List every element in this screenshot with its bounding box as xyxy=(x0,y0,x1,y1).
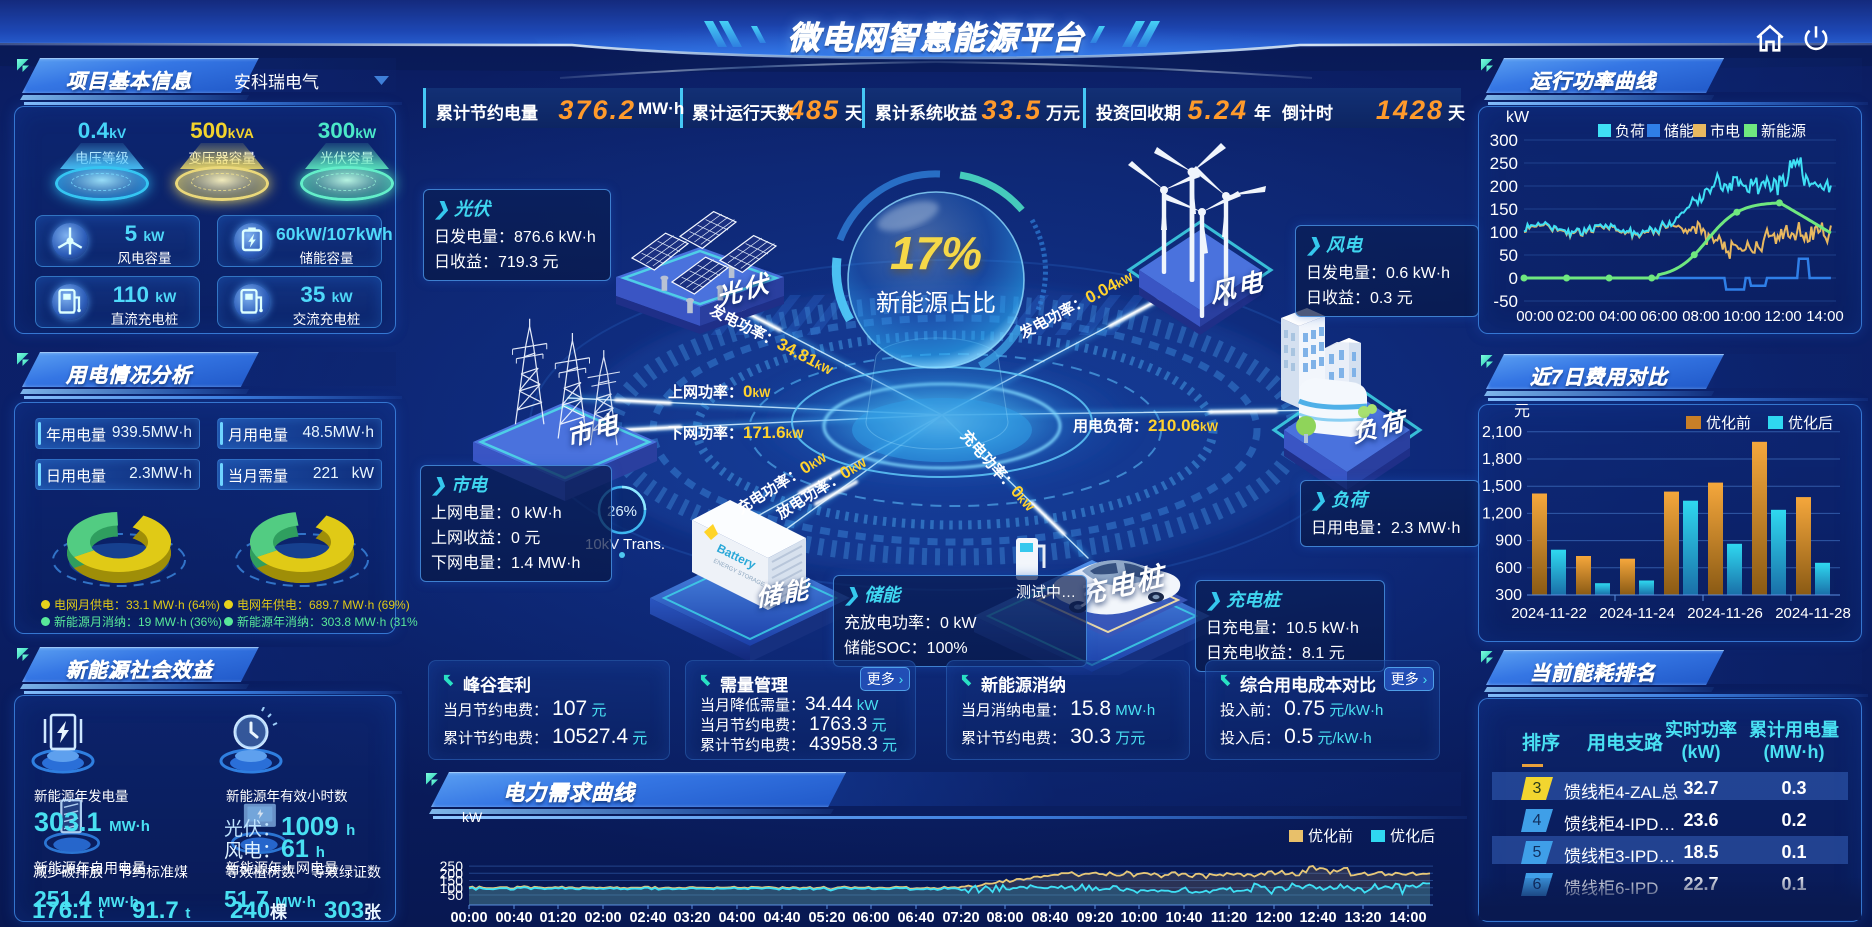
svg-text:50: 50 xyxy=(447,887,463,903)
svg-text:11:20: 11:20 xyxy=(1211,910,1247,926)
svg-text:50: 50 xyxy=(1499,246,1518,265)
svg-text:12:40: 12:40 xyxy=(1299,910,1336,926)
svg-text:2,100: 2,100 xyxy=(1482,424,1522,441)
svg-text:26%: 26% xyxy=(607,503,637,520)
svg-text:kW: kW xyxy=(462,812,483,825)
svg-text:1,800: 1,800 xyxy=(1482,451,1522,468)
svg-text:00:40: 00:40 xyxy=(495,910,532,926)
svg-text:10:00: 10:00 xyxy=(1120,910,1157,926)
svg-text:12:00: 12:00 xyxy=(1255,910,1292,926)
svg-text:100: 100 xyxy=(1490,223,1518,242)
svg-text:200: 200 xyxy=(1490,177,1518,196)
svg-text:0: 0 xyxy=(1509,269,1518,288)
svg-text:09:20: 09:20 xyxy=(1076,910,1113,926)
svg-text:01:20: 01:20 xyxy=(539,910,576,926)
svg-text:负荷: 负荷 xyxy=(1615,123,1645,140)
svg-text:12:00: 12:00 xyxy=(1764,308,1802,325)
svg-text:10:40: 10:40 xyxy=(1165,910,1202,926)
svg-text:2024-11-28: 2024-11-28 xyxy=(1775,605,1851,622)
svg-text:05:20: 05:20 xyxy=(808,910,845,926)
svg-text:100: 100 xyxy=(440,880,464,896)
svg-text:元: 元 xyxy=(1514,404,1530,420)
svg-text:600: 600 xyxy=(1495,560,1522,577)
svg-text:新能源: 新能源 xyxy=(1761,123,1806,140)
svg-text:10:00: 10:00 xyxy=(1723,308,1761,325)
svg-text:03:20: 03:20 xyxy=(673,910,710,926)
svg-text:08:00: 08:00 xyxy=(1682,308,1720,325)
svg-text:2024-11-22: 2024-11-22 xyxy=(1511,605,1587,622)
svg-text:14:00: 14:00 xyxy=(1806,308,1844,325)
svg-text:优化前: 优化前 xyxy=(1706,415,1751,432)
svg-text:150: 150 xyxy=(440,873,464,889)
svg-text:kW: kW xyxy=(1506,109,1530,126)
svg-text:1,500: 1,500 xyxy=(1482,478,1522,495)
svg-text:08:00: 08:00 xyxy=(986,910,1023,926)
svg-text:市电: 市电 xyxy=(1710,123,1740,140)
svg-text:900: 900 xyxy=(1495,533,1522,550)
svg-text:06:00: 06:00 xyxy=(852,910,889,926)
svg-text:150: 150 xyxy=(1490,200,1518,219)
svg-text:200: 200 xyxy=(440,865,464,881)
svg-text:02:40: 02:40 xyxy=(629,910,666,926)
svg-text:250: 250 xyxy=(440,858,464,874)
svg-text:300: 300 xyxy=(1495,587,1522,604)
svg-text:04:00: 04:00 xyxy=(718,910,755,926)
svg-text:06:00: 06:00 xyxy=(1640,308,1678,325)
svg-text:2024-11-26: 2024-11-26 xyxy=(1687,605,1763,622)
svg-text:02:00: 02:00 xyxy=(1557,308,1595,325)
svg-text:13:20: 13:20 xyxy=(1344,910,1381,926)
svg-text:优化前: 优化前 xyxy=(1308,828,1353,845)
svg-text:-50: -50 xyxy=(1493,292,1518,311)
svg-text:02:00: 02:00 xyxy=(584,910,621,926)
svg-text:优化后: 优化后 xyxy=(1390,828,1435,845)
svg-text:优化后: 优化后 xyxy=(1788,415,1833,432)
svg-text:00:00: 00:00 xyxy=(450,910,487,926)
svg-text:1,200: 1,200 xyxy=(1482,505,1522,522)
svg-text:14:00: 14:00 xyxy=(1389,910,1426,926)
svg-text:04:40: 04:40 xyxy=(763,910,800,926)
svg-text:储能: 储能 xyxy=(1664,123,1694,140)
svg-text:2024-11-24: 2024-11-24 xyxy=(1599,605,1675,622)
svg-text:07:20: 07:20 xyxy=(942,910,979,926)
svg-text:04:00: 04:00 xyxy=(1599,308,1637,325)
svg-text:00:00: 00:00 xyxy=(1516,308,1554,325)
svg-text:300: 300 xyxy=(1490,131,1518,150)
svg-text:250: 250 xyxy=(1490,154,1518,173)
svg-text:08:40: 08:40 xyxy=(1031,910,1068,926)
svg-text:06:40: 06:40 xyxy=(897,910,934,926)
